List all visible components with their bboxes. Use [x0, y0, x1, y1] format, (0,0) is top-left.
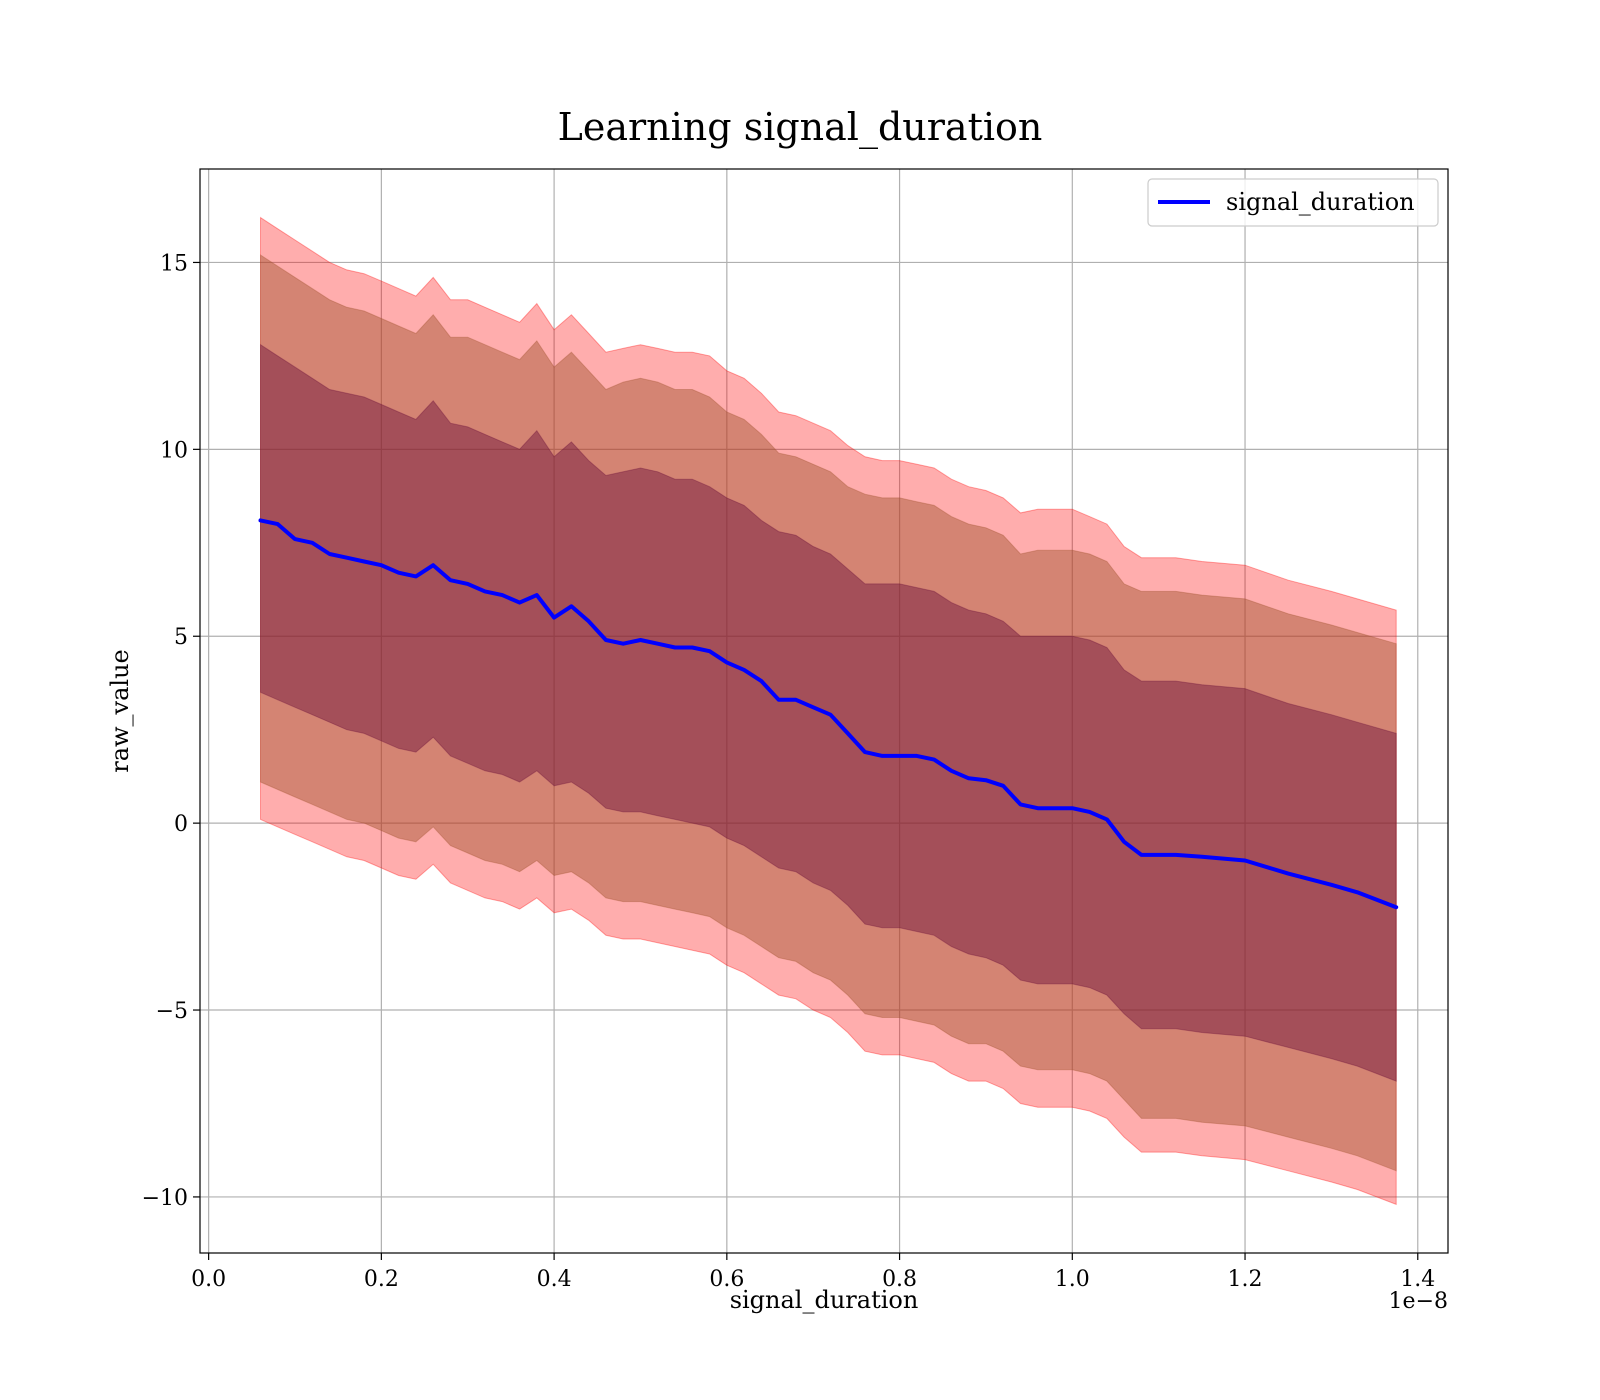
y-tick-label: −10 — [142, 1186, 188, 1211]
x-axis-label: signal_duration — [730, 1286, 919, 1314]
chart-title: Learning signal_duration — [558, 105, 1043, 150]
grid — [200, 169, 1448, 1253]
axis-ticks: 0.0 0.2 0.4 0.6 0.8 1.0 1.2 1.4 −10 −5 0 5 10 15 — [142, 251, 1436, 1292]
x-tick-label: 1.2 — [1228, 1267, 1263, 1292]
x-tick-label: 1.4 — [1400, 1267, 1435, 1292]
legend-label-signal-duration: signal_duration — [1226, 188, 1415, 216]
series-lines — [258, 518, 1399, 910]
confidence-band-0 — [260, 216, 1397, 1206]
y-tick-label: −5 — [156, 999, 188, 1024]
x-tick-label: 0.2 — [364, 1267, 399, 1292]
legend: signal_duration — [1147, 178, 1439, 227]
x-tick-label: 0.4 — [537, 1267, 572, 1292]
series-line-signal-duration — [258, 518, 1399, 910]
confidence-bands — [260, 216, 1397, 1206]
x-tick-label: 0.0 — [191, 1267, 226, 1292]
x-tick-label: 0.8 — [882, 1267, 917, 1292]
y-tick-label: 10 — [160, 438, 188, 463]
y-tick-label: 5 — [174, 625, 188, 650]
y-tick-label: 15 — [160, 251, 188, 276]
x-tick-label: 1.0 — [1055, 1267, 1090, 1292]
y-axis-label: raw_value — [106, 649, 134, 773]
x-tick-label: 0.6 — [709, 1267, 744, 1292]
plot-frame — [199, 168, 1449, 1254]
y-tick-label: 0 — [174, 812, 188, 837]
x-axis-offset-label: 1e−8 — [1389, 1289, 1448, 1314]
legend-box — [1147, 178, 1439, 227]
